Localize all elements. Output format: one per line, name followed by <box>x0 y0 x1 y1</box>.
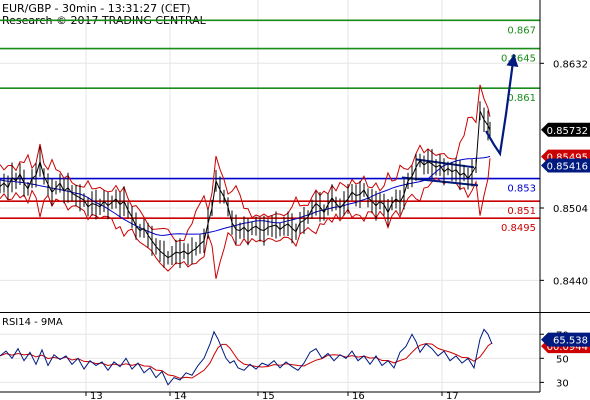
moving-average-line <box>0 155 491 236</box>
rsi-line <box>0 328 493 386</box>
level-label: 0.8495 <box>501 223 536 234</box>
price-tick-label: 0.8504 <box>553 204 588 215</box>
rsi-value-box: 65.538 <box>553 336 588 347</box>
time-tick-label: 17 <box>446 391 459 400</box>
forecast-arrow-line <box>485 54 516 157</box>
rsi-value-box-bg <box>541 332 590 347</box>
pattern-upper-line <box>415 158 475 169</box>
price-value-box-bg <box>541 122 590 137</box>
price-tick-label: 0.8632 <box>553 59 588 70</box>
rsi-tick-label: 30 <box>556 378 569 389</box>
rsi-value-box: 60.0944 <box>547 342 588 353</box>
price-tick-label: 0.8440 <box>553 276 588 287</box>
price-line <box>0 110 491 259</box>
rsi-label: RSI14 - 9MA <box>2 317 63 328</box>
time-tick-label: 15 <box>262 391 275 400</box>
forecast-arrow-head <box>506 54 519 67</box>
level-label: 0.853 <box>507 184 536 195</box>
level-label: 0.867 <box>507 25 536 36</box>
rsi-ma-line <box>0 342 493 379</box>
chart-header-title: EUR/GBP - 30min - 13:31:27 (CET) <box>2 2 191 15</box>
price-value-box: 0.85495 <box>547 153 588 164</box>
price-value-box-bg <box>541 158 590 173</box>
time-tick-label: 14 <box>174 391 187 400</box>
level-label: 0.8645 <box>501 54 536 65</box>
lower-band-line <box>0 158 491 279</box>
time-tick-label: 16 <box>352 391 365 400</box>
price-value-box: 0.85416 <box>547 161 588 172</box>
rsi-tick-label: 50 <box>556 354 569 365</box>
pattern-lower-line <box>401 176 479 187</box>
level-label: 0.861 <box>507 93 536 104</box>
upper-band-line <box>0 84 491 243</box>
time-tick-label: 13 <box>90 391 103 400</box>
level-label: 0.851 <box>507 206 536 217</box>
price-value-box: 0.85732 <box>547 126 588 137</box>
